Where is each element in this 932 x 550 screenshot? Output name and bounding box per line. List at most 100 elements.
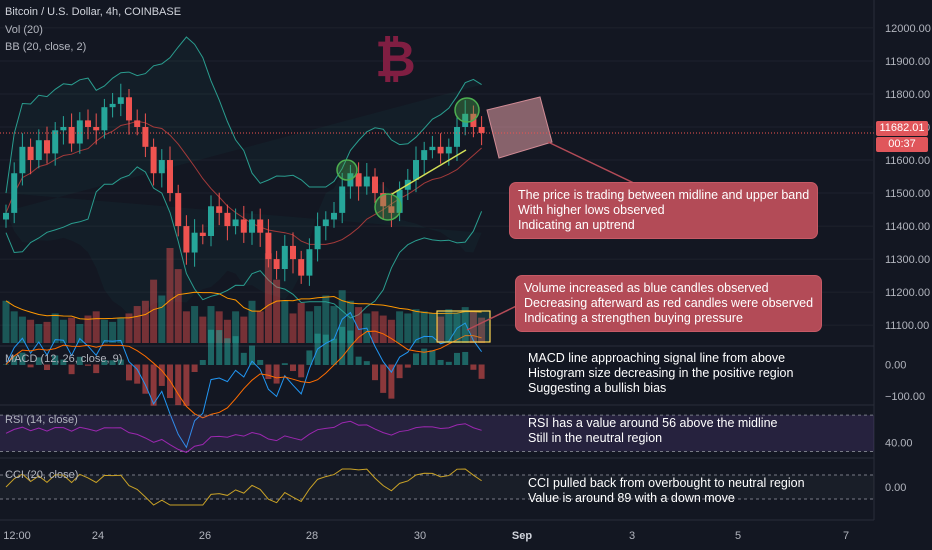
macd-signal-line — [5, 330, 482, 419]
price-tick-label: 11500.00 — [885, 188, 930, 200]
volume-bar — [256, 311, 264, 343]
volume-bar — [43, 321, 51, 343]
candle-body — [85, 120, 91, 127]
volume-bar — [404, 313, 412, 343]
macd-histogram-bar — [347, 330, 354, 365]
candle-body — [257, 219, 264, 233]
candle-body — [265, 232, 272, 260]
candle-body — [437, 146, 444, 154]
volume-bar — [51, 313, 59, 343]
bitcoin-logo-icon: ₿ — [375, 30, 416, 88]
macd-histogram-bar — [216, 330, 223, 365]
bb-callout-line-2: With higher lows observed — [518, 203, 665, 217]
bollinger-indicator-label[interactable]: BB (20, close, 2) — [5, 41, 87, 53]
rsi-band — [0, 415, 874, 452]
candle-body — [191, 232, 198, 253]
candle-body — [167, 160, 173, 194]
candle-body — [216, 206, 223, 213]
candle-body — [19, 146, 26, 174]
price-tick-label: 11300.00 — [885, 254, 930, 266]
volume-bar — [207, 306, 215, 343]
macd-histogram-bar — [191, 364, 198, 372]
candle-body — [281, 245, 288, 270]
higher-low-marker — [374, 193, 402, 221]
volume-bar — [281, 300, 289, 343]
volume-bar — [305, 311, 313, 343]
candle-body — [478, 127, 485, 133]
cci-pane-title[interactable]: CCI (20, close) — [5, 469, 79, 481]
macd-histogram-bar — [142, 364, 149, 394]
bb-callout-line-3: Indicating an uptrend — [518, 218, 635, 232]
macd-histogram-bar — [76, 356, 83, 365]
macd-histogram-bar — [150, 364, 157, 406]
candle-body — [142, 127, 149, 147]
candle-body — [306, 249, 313, 276]
time-tick-label: 24 — [92, 530, 104, 542]
volume-bar — [289, 313, 297, 343]
macd-histogram-bar — [183, 364, 190, 406]
volume-bar — [191, 306, 199, 343]
volume-bar — [199, 316, 207, 343]
candle-body — [298, 259, 305, 276]
candle-body — [429, 146, 436, 151]
candle-body — [322, 219, 329, 227]
volume-bar — [18, 316, 26, 343]
volume-bar — [109, 321, 117, 343]
volume-bar — [437, 316, 445, 343]
volume-bar — [240, 316, 248, 343]
volume-bar — [314, 306, 322, 343]
macd-histogram-bar — [421, 348, 428, 365]
volume-highlight-box — [436, 310, 491, 343]
volume-bar — [141, 300, 149, 343]
macd-tick-label: −100.00 — [885, 391, 925, 403]
volume-bar — [215, 311, 223, 343]
volume-bar — [428, 313, 436, 343]
volume-bar — [174, 269, 182, 343]
macd-histogram-bar — [44, 364, 50, 370]
volume-bar — [10, 311, 18, 343]
volume-ma-line — [5, 291, 482, 320]
macd-histogram-bar — [134, 364, 141, 384]
chart-title: Bitcoin / U.S. Dollar, 4h, COINBASE — [5, 6, 182, 18]
volume-bar — [232, 311, 240, 343]
time-tick-label: 28 — [306, 530, 318, 542]
volume-bar — [322, 295, 330, 343]
macd-histogram-bar — [52, 355, 59, 365]
bb-callout-line-1: The price is trading between midline and… — [518, 188, 810, 202]
volume-bar — [396, 311, 404, 343]
time-tick-label: Sep — [512, 530, 532, 542]
candle-body — [134, 120, 141, 127]
volume-bar — [297, 302, 305, 343]
candle-body — [27, 146, 34, 161]
macd-histogram-bar — [60, 359, 67, 365]
macd-pane-title[interactable]: MACD (12, 26, close, 9) — [5, 353, 123, 365]
rsi-note: RSI has a value around 56 above the midl… — [528, 416, 777, 446]
volume-bar — [100, 319, 108, 343]
rsi-note-line-2: Still in the neutral region — [528, 431, 663, 445]
candle-body — [3, 212, 9, 220]
bb-lower-band — [5, 166, 483, 319]
macd-histogram-bar — [19, 352, 26, 365]
volume-bar — [338, 290, 346, 343]
higher-low-marker — [336, 159, 358, 181]
cci-note-line-2: Value is around 89 with a down move — [528, 491, 735, 505]
volume-callout-line-1: Volume increased as blue candles observe… — [524, 281, 769, 295]
rsi-tick-label: 40.00 — [885, 437, 913, 449]
candle-body — [380, 193, 387, 207]
candle-body — [273, 259, 280, 270]
candle-body — [314, 226, 321, 250]
rsi-pane-title[interactable]: RSI (14, close) — [5, 414, 78, 426]
candle-body — [101, 107, 108, 131]
time-tick-label: 3 — [629, 530, 635, 542]
rsi-line — [5, 420, 482, 453]
volume-indicator-label[interactable]: Vol (20) — [5, 24, 43, 36]
macd-histogram-bar — [68, 364, 75, 375]
volume-bar — [68, 317, 76, 343]
macd-note-line-3: Suggesting a bullish bias — [528, 381, 667, 395]
candle-body — [199, 232, 206, 236]
volume-bar — [117, 317, 125, 343]
macd-histogram-bar — [101, 360, 108, 365]
macd-histogram-bar — [413, 353, 419, 365]
volume-bar — [379, 315, 387, 343]
